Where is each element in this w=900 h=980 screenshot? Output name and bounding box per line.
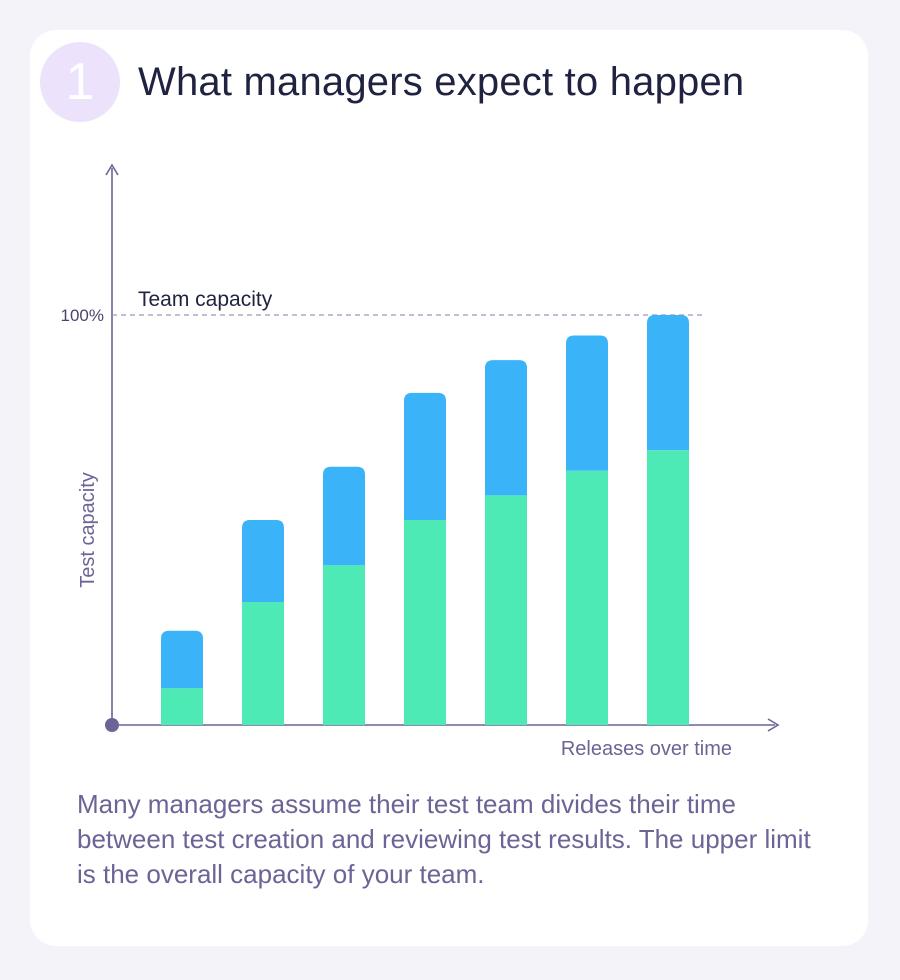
stacked-bar-chart: Team capacity 100% Test capacity Release… [61, 163, 780, 760]
bar-6-segment-1 [566, 470, 608, 725]
bar-7-segment-1 [647, 450, 689, 725]
chart-card: 1 What managers expect to happen Team ca… [30, 30, 868, 946]
bars-group [161, 315, 689, 725]
bar-2-segment-1 [242, 602, 284, 725]
y-axis-arrow-icon [105, 163, 119, 176]
bar-5-segment-1 [485, 495, 527, 725]
step-number-badge: 1 [40, 42, 120, 122]
page-title: What managers expect to happen [138, 60, 745, 104]
bar-3-segment-2 [323, 466, 365, 566]
bar-7-segment-2 [647, 315, 689, 451]
bar-1-segment-1 [161, 688, 203, 725]
team-capacity-label: Team capacity [138, 288, 273, 311]
bar-4-segment-2 [404, 392, 446, 520]
chart-description: Many managers assume their test team div… [77, 789, 811, 889]
x-axis-arrow-icon [767, 718, 780, 732]
bar-6-segment-2 [566, 335, 608, 471]
bar-3-segment-1 [323, 565, 365, 725]
origin-dot [105, 718, 119, 732]
bar-5-segment-2 [485, 360, 527, 496]
x-axis-label: Releases over time [561, 738, 732, 760]
y-axis-label: Test capacity [77, 472, 99, 588]
bar-1-segment-2 [161, 630, 203, 689]
y-tick-100-label: 100% [61, 306, 104, 325]
bar-2-segment-2 [242, 520, 284, 602]
bar-4-segment-1 [404, 520, 446, 725]
chart-labels: Team capacity 100% Test capacity Release… [61, 288, 732, 760]
